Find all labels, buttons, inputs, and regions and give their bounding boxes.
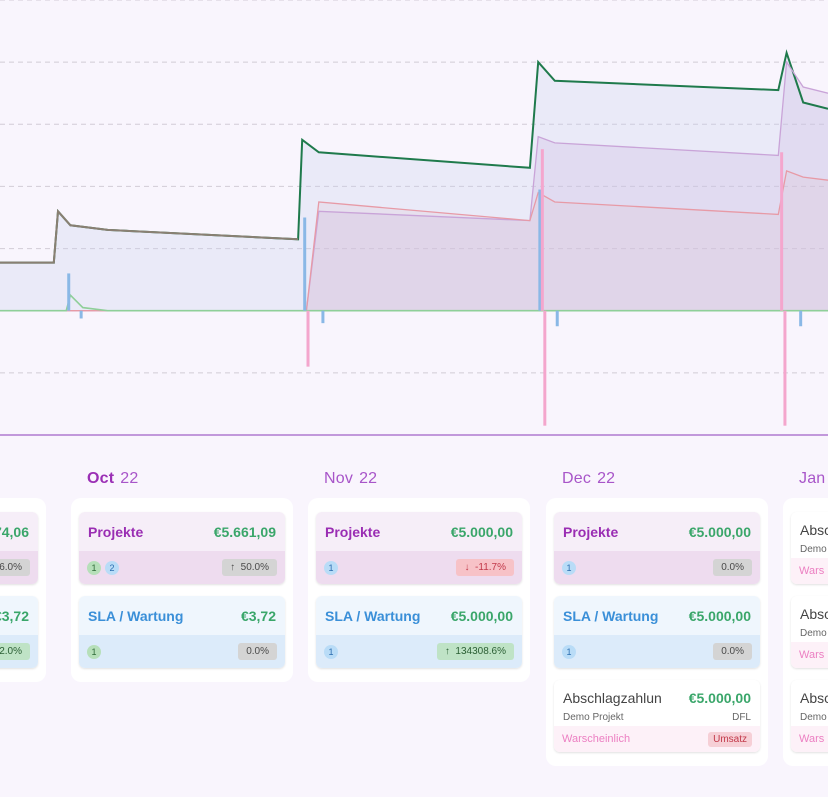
chart-bars [67, 149, 803, 426]
count-badge: 1 [87, 644, 101, 659]
category-card-projekte[interactable]: Projekte €5.000,00 1 0.0% [554, 512, 760, 584]
bar [321, 310, 325, 324]
count-badge: 1 [324, 644, 338, 659]
category-card-projekte[interactable]: Projekte €5.000,00 1 ↓ -11.7% [316, 512, 522, 584]
type-tag: Umsatz [708, 731, 752, 747]
category-card-sla[interactable]: €3,72 72.0% [0, 596, 38, 668]
category-card-projekte[interactable]: €5.774,06 106.0% [0, 512, 38, 584]
series-area [0, 62, 828, 311]
bar [67, 273, 71, 311]
bar [780, 152, 784, 311]
count-badge: 1 [562, 560, 576, 575]
invoice-card-abschlag[interactable]: Absc Demo Wars [791, 680, 828, 752]
bar [555, 310, 559, 327]
bar [799, 310, 803, 327]
arrow-up-icon: ↑ [230, 562, 236, 573]
bar [306, 310, 310, 367]
series-line [0, 170, 828, 312]
chart-areas [0, 52, 828, 311]
prev-month-column: €5.774,06 106.0% €3,72 72.0% [0, 498, 46, 686]
invoice-card-abschlag[interactable]: Abschlagzahlun €5.000,00 Demo Projekt DFL … [554, 680, 760, 752]
count-badge: 1 [324, 560, 338, 575]
month-header-oct[interactable]: Oct 22 [87, 470, 139, 487]
series-line [0, 293, 828, 312]
bar [79, 310, 83, 319]
category-card-sla[interactable]: SLA / Wartung €5.000,00 1 0.0% [554, 596, 760, 668]
bar [540, 149, 544, 311]
bar [543, 310, 547, 426]
bar [783, 310, 787, 426]
month-header-dec[interactable]: Dec 22 [562, 470, 616, 487]
month-column-jan: Absc Demo Wars Absc Demo Wars Absc Demo … [783, 498, 828, 773]
month-header-jan[interactable]: Jan [799, 470, 826, 487]
change-badge: 0.0% [713, 559, 752, 576]
invoice-card-abschlag[interactable]: Absc Demo Wars [791, 512, 828, 584]
month-column-nov: Projekte €5.000,00 1 ↓ -11.7% SLA / Wartu… [308, 498, 530, 682]
change-badge: 0.0% [238, 643, 277, 660]
count-badge: 1 [87, 560, 101, 575]
month-header-nov[interactable]: Nov 22 [324, 470, 378, 487]
change-badge: ↓ -11.7% [456, 559, 514, 576]
bar [303, 217, 307, 311]
change-badge: ↑ 134308.6% [436, 643, 514, 660]
invoice-card-abschlag[interactable]: Absc Demo Wars [791, 596, 828, 668]
change-badge: 0.0% [713, 643, 752, 660]
forecast-chart [0, 0, 828, 436]
category-card-projekte[interactable]: Projekte €5.661,09 1 2 ↑ 50.0% [79, 512, 285, 584]
bar [538, 189, 542, 311]
month-column-dec: Projekte €5.000,00 1 0.0% SLA / Wartung €5… [546, 498, 768, 766]
category-card-sla[interactable]: SLA / Wartung €5.000,00 1 ↑ 134308.6% [316, 596, 522, 668]
chart-lines [0, 49, 828, 312]
arrow-up-icon: ↑ [444, 646, 450, 657]
series-line-past [0, 208, 299, 264]
count-badge: 1 [562, 644, 576, 659]
series-area [0, 52, 828, 311]
month-column-oct: Projekte €5.661,09 1 2 ↑ 50.0% SLA / Wart… [71, 498, 293, 682]
count-badge: 2 [105, 560, 119, 575]
change-badge: ↑ 50.0% [222, 559, 277, 576]
arrow-down-icon: ↓ [464, 562, 470, 573]
category-card-sla[interactable]: SLA / Wartung €3,72 1 0.0% [79, 596, 285, 668]
